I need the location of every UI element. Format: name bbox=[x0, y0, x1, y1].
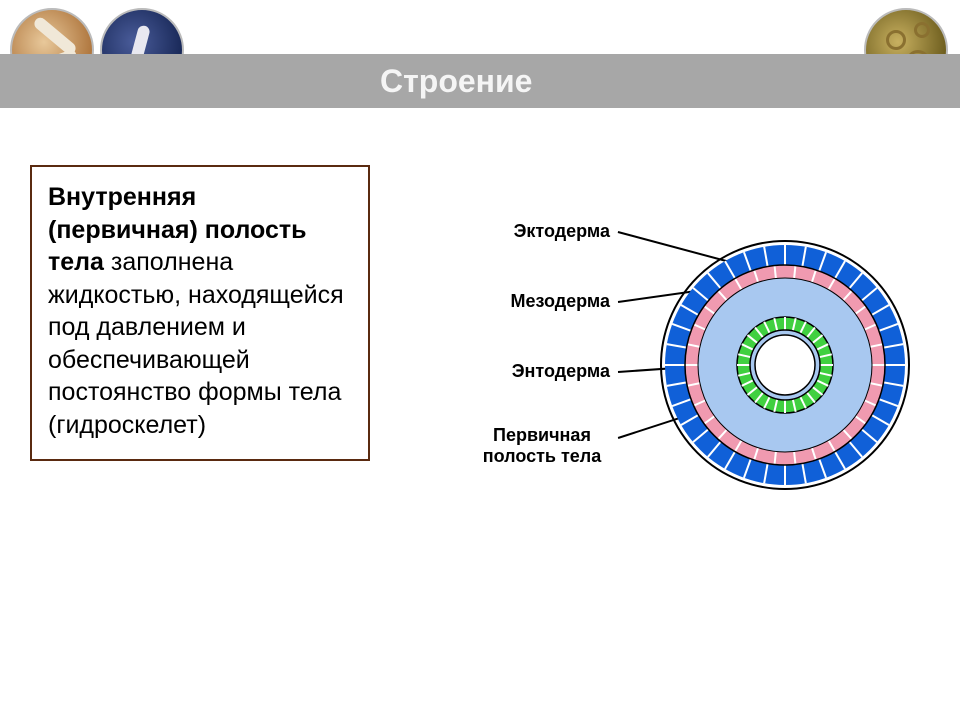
description-rest: заполнена жидкостью, находящейся под дав… bbox=[48, 248, 344, 439]
label-ectoderm: Эктодерма bbox=[500, 221, 610, 242]
label-mesoderm: Мезодерма bbox=[500, 291, 610, 312]
page-title: Строение bbox=[380, 63, 532, 100]
description-text: Внутренняя (первичная) полость тела запо… bbox=[48, 181, 352, 441]
cross-section-diagram: Эктодерма Мезодерма Энтодерма Первичная … bbox=[430, 160, 930, 580]
label-primary-cavity: Первичная полость тела bbox=[472, 425, 612, 466]
header-bar: Строение bbox=[0, 54, 960, 108]
label-endoderm: Энтодерма bbox=[500, 361, 610, 382]
description-box: Внутренняя (первичная) полость тела запо… bbox=[30, 165, 370, 461]
label-primary-cavity-line2: полость тела bbox=[483, 446, 602, 466]
cross-section-svg bbox=[655, 215, 925, 520]
label-primary-cavity-line1: Первичная bbox=[493, 425, 591, 445]
